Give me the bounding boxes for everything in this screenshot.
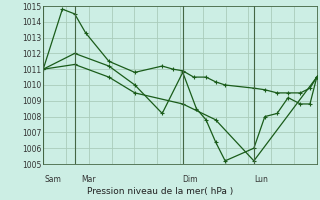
- Text: Mar: Mar: [81, 176, 96, 184]
- Text: Sam: Sam: [44, 176, 61, 184]
- Text: Lun: Lun: [254, 176, 268, 184]
- Text: Pression niveau de la mer( hPa ): Pression niveau de la mer( hPa ): [87, 187, 233, 196]
- Text: Dim: Dim: [182, 176, 197, 184]
